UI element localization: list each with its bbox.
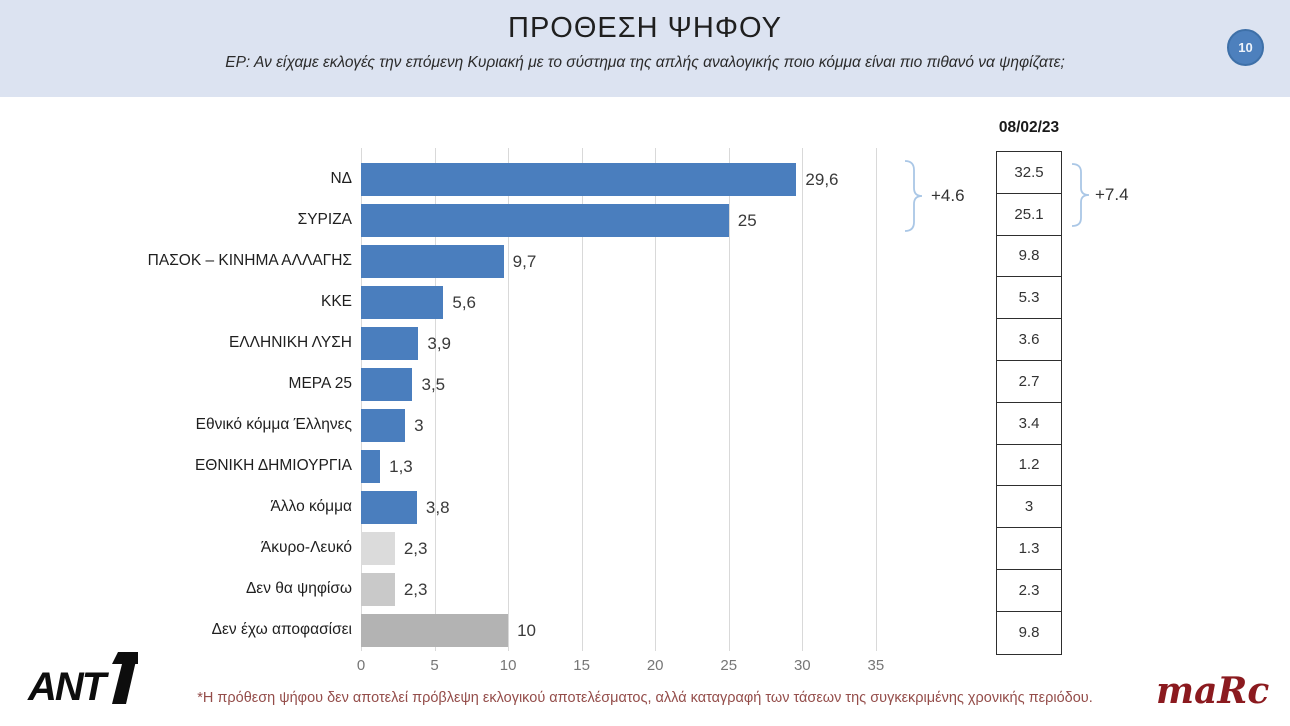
bar-value: 25 (737, 211, 757, 230)
x-tick-label: 0 (356, 657, 366, 674)
gridline (802, 148, 804, 651)
bar-row-label: ΠΑΣΟΚ – ΚΙΝΗΜΑ ΑΛΛΑΓΗΣ (147, 252, 352, 269)
x-tick-label: 15 (573, 657, 590, 674)
bar-row-label: Εθνικό κόμμα Έλληνες (195, 416, 352, 433)
comparison-cell: 25.1 (997, 193, 1061, 236)
bar-value: 3,8 (425, 498, 450, 517)
bar-row-label: ΜΕΡΑ 25 (288, 375, 352, 392)
x-tick-label: 20 (646, 657, 664, 674)
comparison-delta-label: +7.4 (1095, 185, 1129, 204)
bar-value: 3,9 (427, 334, 451, 353)
comparison-cell: 1.2 (997, 444, 1061, 487)
bar-value: 5,6 (452, 293, 477, 312)
gridline (655, 148, 657, 651)
comparison-column: 32.5 25.1 9.8 5.3 3.6 2.7 3.4 1.2 3 1.3 2.3 9.8 (996, 151, 1062, 655)
gridline (875, 148, 877, 651)
bar (361, 204, 729, 237)
bar (361, 450, 381, 483)
bar-value: 3 (414, 416, 424, 435)
x-tick-label: 35 (867, 657, 885, 674)
page-title: ΠΡΟΘΕΣΗ ΨΗΦΟΥ (508, 12, 782, 44)
comparison-cell: 3 (997, 486, 1061, 529)
bar-row-label: ΚΚΕ (320, 293, 352, 310)
page-number-badge: 10 (1227, 29, 1264, 66)
x-tick-label: 25 (720, 657, 738, 674)
bar-row-label: Δεν θα ψηφίσω (245, 580, 352, 597)
bar-value: 9,7 (512, 252, 537, 271)
header-band (0, 0, 1290, 97)
bar-value: 2,3 (403, 580, 428, 599)
gridline (728, 148, 730, 651)
bar-row-label: Άκυρο-Λευκό (260, 539, 352, 556)
comparison-cell: 9.8 (997, 235, 1061, 278)
page-number: 10 (1238, 40, 1253, 55)
gridline (508, 148, 510, 651)
bar-value: 10 (517, 621, 537, 640)
comparison-cell: 9.8 (997, 611, 1061, 654)
x-tick-label: 10 (499, 657, 517, 674)
bar (361, 491, 417, 524)
comparison-cell: 2.7 (997, 360, 1061, 403)
page-subtitle: ΕΡ: Αν είχαμε εκλογές την επόμενη Κυριακ… (225, 54, 1065, 71)
x-tick-label: 5 (430, 657, 439, 674)
bar (361, 573, 395, 606)
gridline (581, 148, 583, 651)
bar-row-label: ΕΛΛΗΝΙΚΗ ΛΥΣΗ (228, 334, 352, 351)
footnote: *Η πρόθεση ψήφου δεν αποτελεί πρόβλεψη ε… (197, 690, 1093, 706)
comparison-cell: 1.3 (997, 528, 1061, 570)
bar (361, 532, 395, 565)
bar-value: 2,3 (403, 539, 428, 558)
bar-value: 3,5 (421, 375, 446, 394)
bar-value: 1,3 (389, 457, 413, 476)
bar-row-label: Δεν έχω αποφασίσει (211, 621, 352, 638)
bar-value: 29,6 (805, 170, 839, 189)
svg-text:ANT: ANT (27, 665, 110, 709)
bar-row-label: ΝΔ (330, 170, 352, 187)
bar (361, 245, 504, 278)
comparison-cell: 3.4 (997, 402, 1061, 445)
bar (361, 368, 413, 401)
comparison-cell: 3.6 (997, 319, 1061, 361)
gridline (434, 148, 436, 651)
ant1-logo: ANT (27, 652, 138, 709)
bar (361, 409, 406, 442)
comparison-date-header: 08/02/23 (998, 119, 1060, 136)
marc-logo: maRc (1156, 670, 1270, 712)
chart-delta-brace (904, 160, 923, 232)
bar (361, 327, 419, 360)
comparison-cell: 5.3 (997, 277, 1061, 320)
x-tick-label: 30 (793, 657, 811, 674)
bar (361, 614, 509, 647)
comparison-cell: 32.5 (997, 152, 1061, 194)
bar-row-label: Άλλο κόμμα (270, 498, 352, 515)
bar (361, 286, 444, 319)
bar (361, 163, 797, 196)
comparison-delta-brace (1071, 163, 1090, 227)
chart-delta-label: +4.6 (931, 186, 965, 205)
comparison-cell: 2.3 (997, 569, 1061, 612)
bar-row-label: ΕΘΝΙΚΗ ΔΗΜΙΟΥΡΓΙΑ (194, 457, 352, 474)
bar-row-label: ΣΥΡΙΖΑ (297, 211, 352, 228)
